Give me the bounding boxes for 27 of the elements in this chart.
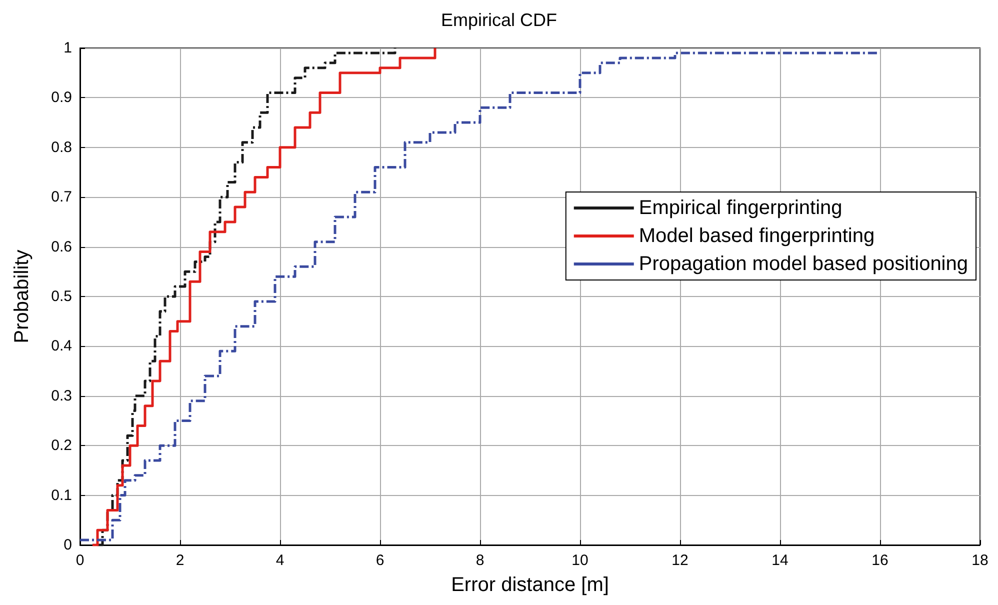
x-tick-label: 6 [376,552,384,569]
x-tick-label: 12 [672,552,688,569]
legend-label: Propagation model based positioning [638,253,968,275]
x-tick-label: 0 [76,552,84,569]
x-tick-label: 14 [772,552,788,569]
y-tick-label: 0.9 [51,89,72,106]
y-tick-label: 0.3 [51,387,72,404]
y-tick-label: 0 [64,536,72,554]
x-tick-label: 10 [572,552,588,569]
y-tick-label: 1 [64,40,72,56]
y-tick-label: 0.2 [51,437,72,454]
x-tick-label: 8 [476,552,484,569]
x-tick-label: 2 [176,552,184,569]
y-tick-label: 0.8 [51,138,72,156]
legend-label: Model based fingerprinting [638,225,875,247]
y-tick-label: 0.4 [51,338,72,355]
chart-title: Empirical CDF [440,10,558,30]
y-tick-label: 0.5 [51,288,72,305]
x-tick-label: 18 [972,552,988,569]
x-tick-label: 16 [872,552,888,569]
legend-label: Empirical fingerprinting [638,197,842,219]
y-tick-label: 0.1 [51,486,72,504]
x-axis-title: Error distance [m] [451,574,609,596]
y-tick-label: 0.6 [51,238,72,256]
y-axis-title: Probability [11,250,33,344]
y-tick-label: 0.7 [51,188,72,206]
x-tick-label: 4 [276,552,284,569]
